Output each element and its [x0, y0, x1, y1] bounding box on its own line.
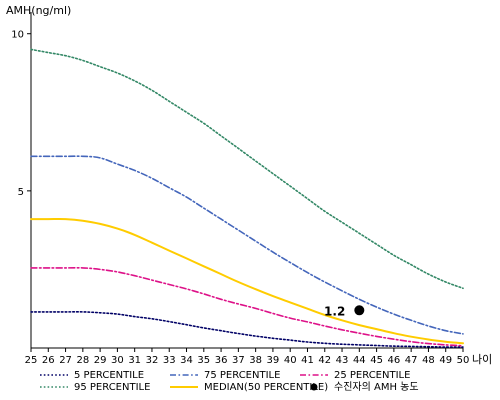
x-tick-label: 48	[422, 355, 435, 366]
x-tick-label: 50	[457, 355, 470, 366]
x-tick-label: 36	[215, 355, 228, 366]
patient-amh-value-label: 1.2	[324, 304, 345, 318]
x-tick-label: 38	[249, 355, 262, 366]
series-line-25-percentile	[30, 266, 464, 347]
patient-amh-point	[354, 305, 365, 316]
y-tick-label: 5	[18, 187, 24, 198]
x-tick-label: 31	[128, 355, 141, 366]
x-tick-label: 45	[370, 355, 383, 366]
legend-label: 25 PERCENTILE	[334, 370, 410, 381]
x-tick-label: 43	[336, 355, 349, 366]
x-tick-label: 25	[25, 355, 38, 366]
x-tick-label: 42	[318, 355, 331, 366]
x-tick-label: 30	[111, 355, 124, 366]
x-tick-label: 33	[163, 355, 176, 366]
x-axis-title: 나이	[472, 353, 492, 366]
legend-label: 수진자의 AMH 농도	[334, 381, 419, 393]
patient-point-layer: 1.2	[324, 304, 365, 318]
x-tick-label: 27	[59, 355, 72, 366]
x-tick-label: 47	[405, 355, 418, 366]
x-tick-label: 26	[42, 355, 55, 366]
x-tick-label: 29	[94, 355, 107, 366]
y-tick-label: 10	[11, 30, 24, 41]
x-tick-label: 40	[284, 355, 297, 366]
legend-label: MEDIAN(50 PERCENTILE)	[204, 382, 328, 393]
chart-legend: 5 PERCENTILE 75 PERCENTILE 25 PERCENTILE 95…	[40, 370, 419, 393]
legend-label: 5 PERCENTILE	[74, 370, 144, 381]
y-axis-title: AMH(ng/ml)	[6, 4, 71, 17]
x-tick-label: 46	[388, 355, 401, 366]
series-line-5-percentile	[30, 311, 464, 348]
legend-label: 95 PERCENTILE	[74, 382, 150, 393]
x-tick-label: 32	[146, 355, 159, 366]
x-tick-label: 41	[301, 355, 314, 366]
chart-axes: 25 26 27 28 29 30 31 32 33 34 35 36 37 38 39 40 41 42 43 44…	[11, 12, 469, 366]
x-tick-label: 39	[267, 355, 280, 366]
x-tick-label: 49	[439, 355, 452, 366]
x-tick-label: 34	[180, 355, 193, 366]
series-line-75-percentile	[30, 155, 464, 335]
x-tick-label: 37	[232, 355, 245, 366]
x-tick-label: 35	[197, 355, 210, 366]
series-layer	[30, 48, 464, 348]
series-line-95-percentile	[30, 48, 464, 290]
x-tick-label: 28	[76, 355, 89, 366]
legend-label: 75 PERCENTILE	[204, 370, 280, 381]
series-line-median-50-percentile	[30, 218, 464, 345]
legend-swatch-dot	[310, 383, 318, 391]
x-tick-label: 44	[353, 355, 366, 366]
